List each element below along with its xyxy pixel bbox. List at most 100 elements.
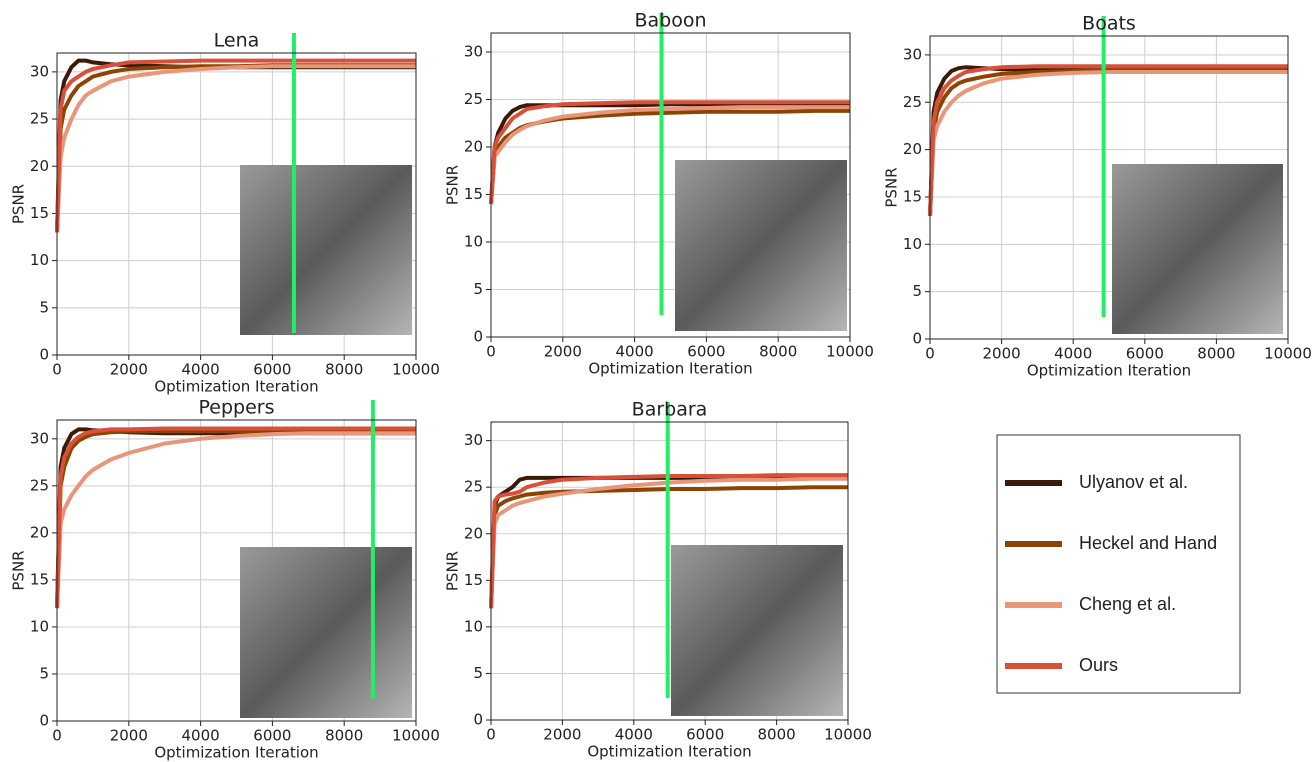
- y-tick-label: 0: [912, 330, 922, 348]
- y-tick-label: 0: [473, 328, 483, 346]
- x-tick-label: 10000: [1264, 345, 1312, 363]
- y-axis-label: PSNR: [10, 184, 28, 224]
- inset-image: [240, 165, 412, 335]
- x-tick-label: 6000: [253, 361, 291, 379]
- y-tick-label: 30: [30, 429, 49, 447]
- y-axis-label: PSNR: [444, 165, 462, 205]
- y-tick-label: 15: [464, 571, 483, 589]
- x-tick-label: 2000: [983, 345, 1021, 363]
- y-tick-label: 30: [464, 431, 483, 449]
- series-line: [489, 476, 848, 609]
- plot-frame: [490, 32, 851, 338]
- plot-frame: [56, 52, 417, 356]
- series-line: [55, 64, 416, 233]
- plot-frame: [56, 419, 417, 722]
- y-tick-label: 25: [464, 478, 483, 496]
- chart-title: Baboon: [634, 10, 706, 32]
- series-line: [489, 105, 850, 205]
- x-tick-label: 6000: [1126, 345, 1164, 363]
- inset-image: [675, 160, 847, 331]
- series-line: [55, 426, 416, 609]
- y-tick-label: 10: [464, 233, 483, 251]
- y-tick-label: 5: [912, 282, 922, 300]
- y-tick-label: 5: [473, 280, 483, 298]
- x-tick-label: 4000: [615, 726, 653, 744]
- y-tick-label: 25: [30, 110, 49, 128]
- x-tick-label: 6000: [253, 727, 291, 745]
- x-tick-label: 4000: [182, 361, 220, 379]
- series-line: [928, 64, 1288, 216]
- chart-title: Peppers: [199, 397, 275, 419]
- x-tick-label: 4000: [182, 727, 220, 745]
- y-tick-label: 30: [464, 43, 483, 61]
- x-axis-label: Optimization Iteration: [1027, 362, 1191, 380]
- legend-label: Cheng et al.: [1079, 594, 1176, 614]
- x-tick-label: 0: [925, 345, 935, 363]
- x-tick-label: 6000: [687, 343, 725, 361]
- legend-label: Ulyanov et al.: [1079, 472, 1188, 492]
- y-tick-label: 0: [473, 711, 483, 729]
- y-tick-label: 20: [30, 157, 49, 175]
- y-tick-label: 5: [39, 298, 49, 316]
- x-tick-label: 8000: [325, 727, 363, 745]
- y-tick-label: 15: [30, 570, 49, 588]
- x-tick-label: 0: [486, 343, 496, 361]
- y-tick-label: 25: [30, 476, 49, 494]
- y-tick-label: 10: [464, 617, 483, 635]
- x-tick-label: 8000: [758, 726, 796, 744]
- x-tick-label: 6000: [686, 726, 724, 744]
- x-tick-label: 10000: [392, 727, 440, 745]
- y-axis-label: PSNR: [10, 550, 28, 590]
- x-tick-label: 8000: [759, 343, 797, 361]
- y-tick-label: 10: [30, 251, 49, 269]
- series-line: [489, 473, 848, 609]
- x-tick-label: 8000: [325, 361, 363, 379]
- y-tick-label: 0: [39, 346, 49, 364]
- plot-frame: [490, 421, 849, 721]
- x-tick-label: 8000: [1197, 345, 1235, 363]
- y-tick-label: 20: [903, 140, 922, 158]
- y-tick-label: 15: [464, 185, 483, 203]
- y-tick-label: 25: [464, 90, 483, 108]
- plot-frame: [929, 35, 1289, 340]
- y-tick-label: 15: [903, 187, 922, 205]
- y-tick-label: 5: [39, 664, 49, 682]
- x-tick-label: 10000: [826, 343, 874, 361]
- y-axis-label: PSNR: [883, 167, 901, 207]
- x-tick-label: 0: [52, 361, 62, 379]
- series-line: [489, 100, 850, 205]
- x-tick-label: 2000: [544, 343, 582, 361]
- y-tick-label: 10: [903, 235, 922, 253]
- legend-label: Ours: [1079, 655, 1118, 675]
- x-tick-label: 0: [52, 727, 62, 745]
- legend-label: Heckel and Hand: [1079, 533, 1217, 553]
- chart-title: Lena: [214, 30, 260, 52]
- x-tick-label: 2000: [110, 727, 148, 745]
- inset-image: [671, 545, 843, 716]
- series-line: [55, 431, 416, 609]
- x-tick-label: 2000: [110, 361, 148, 379]
- y-tick-label: 20: [464, 524, 483, 542]
- y-tick-label: 5: [473, 664, 483, 682]
- y-tick-label: 30: [903, 45, 922, 63]
- x-axis-label: Optimization Iteration: [588, 360, 752, 378]
- series-line: [928, 70, 1288, 216]
- inset-image: [240, 547, 412, 718]
- y-tick-label: 10: [30, 617, 49, 635]
- series-line: [55, 58, 416, 233]
- x-axis-label: Optimization Iteration: [154, 744, 318, 762]
- x-tick-label: 4000: [1054, 345, 1092, 363]
- chart-title: Boats: [1082, 13, 1136, 35]
- y-tick-label: 0: [39, 712, 49, 730]
- x-tick-label: 4000: [616, 343, 654, 361]
- x-tick-label: 0: [486, 726, 496, 744]
- y-tick-label: 25: [903, 93, 922, 111]
- y-tick-label: 20: [30, 523, 49, 541]
- x-tick-label: 10000: [824, 726, 872, 744]
- legend-box: [996, 434, 1241, 694]
- x-tick-label: 10000: [392, 361, 440, 379]
- chart-title: Barbara: [632, 399, 708, 421]
- inset-image: [1112, 164, 1283, 334]
- y-tick-label: 30: [30, 62, 49, 80]
